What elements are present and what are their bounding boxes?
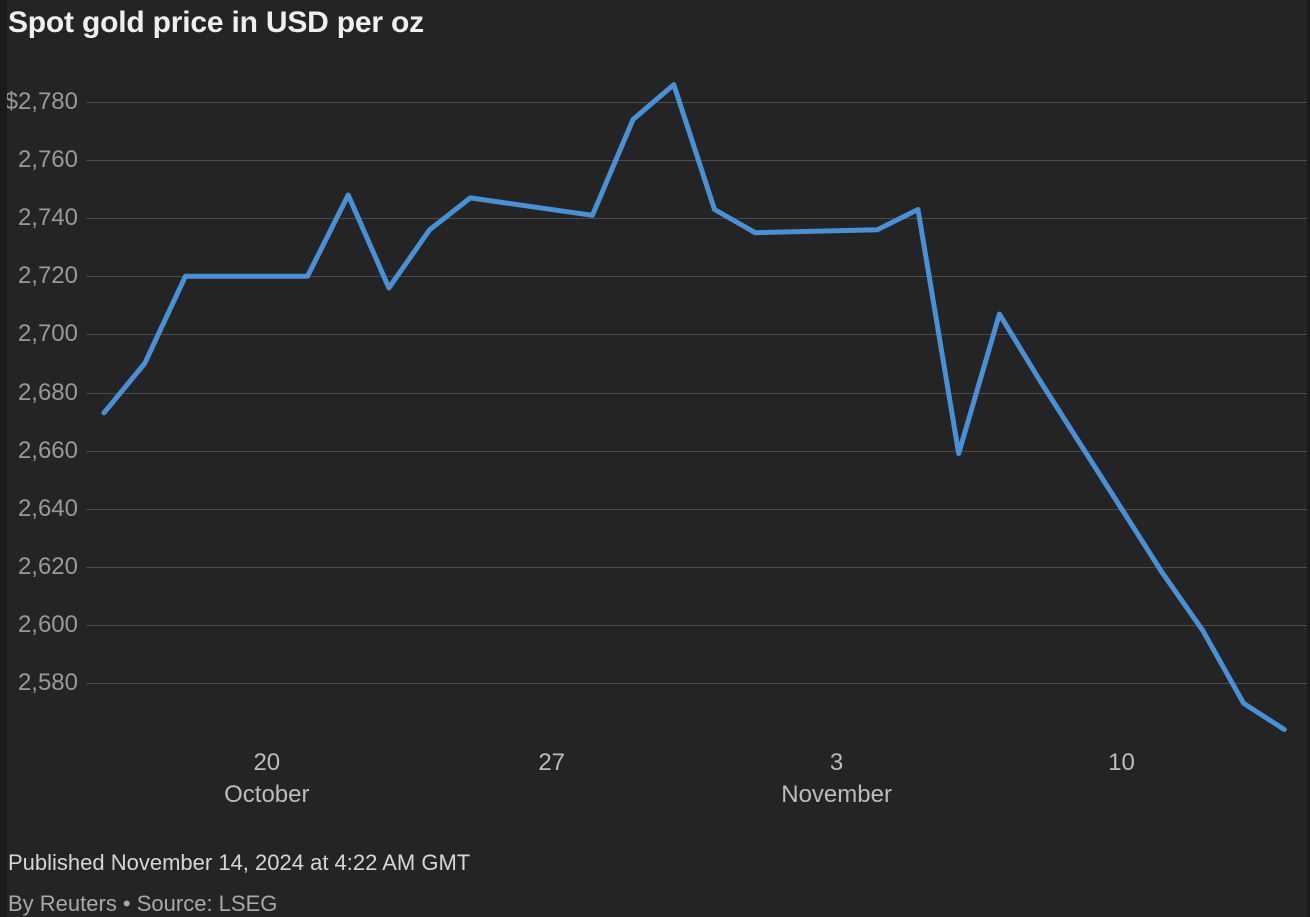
x-tick-label: 3 — [829, 749, 844, 776]
x-month-label: October — [224, 781, 310, 808]
x-tick-label: 10 — [1108, 749, 1135, 776]
price-line-series — [101, 82, 1287, 732]
y-tick-label: 2,580 — [17, 669, 78, 696]
x-tick-label: 27 — [538, 749, 566, 776]
y-tick-label: 2,640 — [17, 494, 78, 522]
published-timestamp: Published November 14, 2024 at 4:22 AM G… — [8, 850, 471, 875]
y-tick-label: 2,600 — [17, 610, 78, 638]
chart-title: Spot gold price in USD per oz — [8, 6, 424, 39]
y-tick-label: 2,700 — [17, 320, 78, 348]
right-edge-strip — [1307, 0, 1310, 917]
y-tick-label: $2,780 — [4, 88, 78, 115]
y-tick-label: 2,680 — [17, 378, 78, 406]
byline-source: By Reuters • Source: LSEG — [8, 891, 278, 916]
y-tick-label: 2,720 — [17, 262, 78, 290]
x-tick-label: 20 — [253, 749, 281, 776]
left-edge-strip — [0, 0, 7, 917]
x-month-label: November — [781, 781, 892, 808]
y-tick-label: 2,620 — [17, 552, 78, 580]
y-tick-label: 2,740 — [17, 204, 78, 232]
y-tick-label: 2,760 — [17, 146, 78, 174]
y-tick-label: 2,660 — [17, 436, 78, 464]
